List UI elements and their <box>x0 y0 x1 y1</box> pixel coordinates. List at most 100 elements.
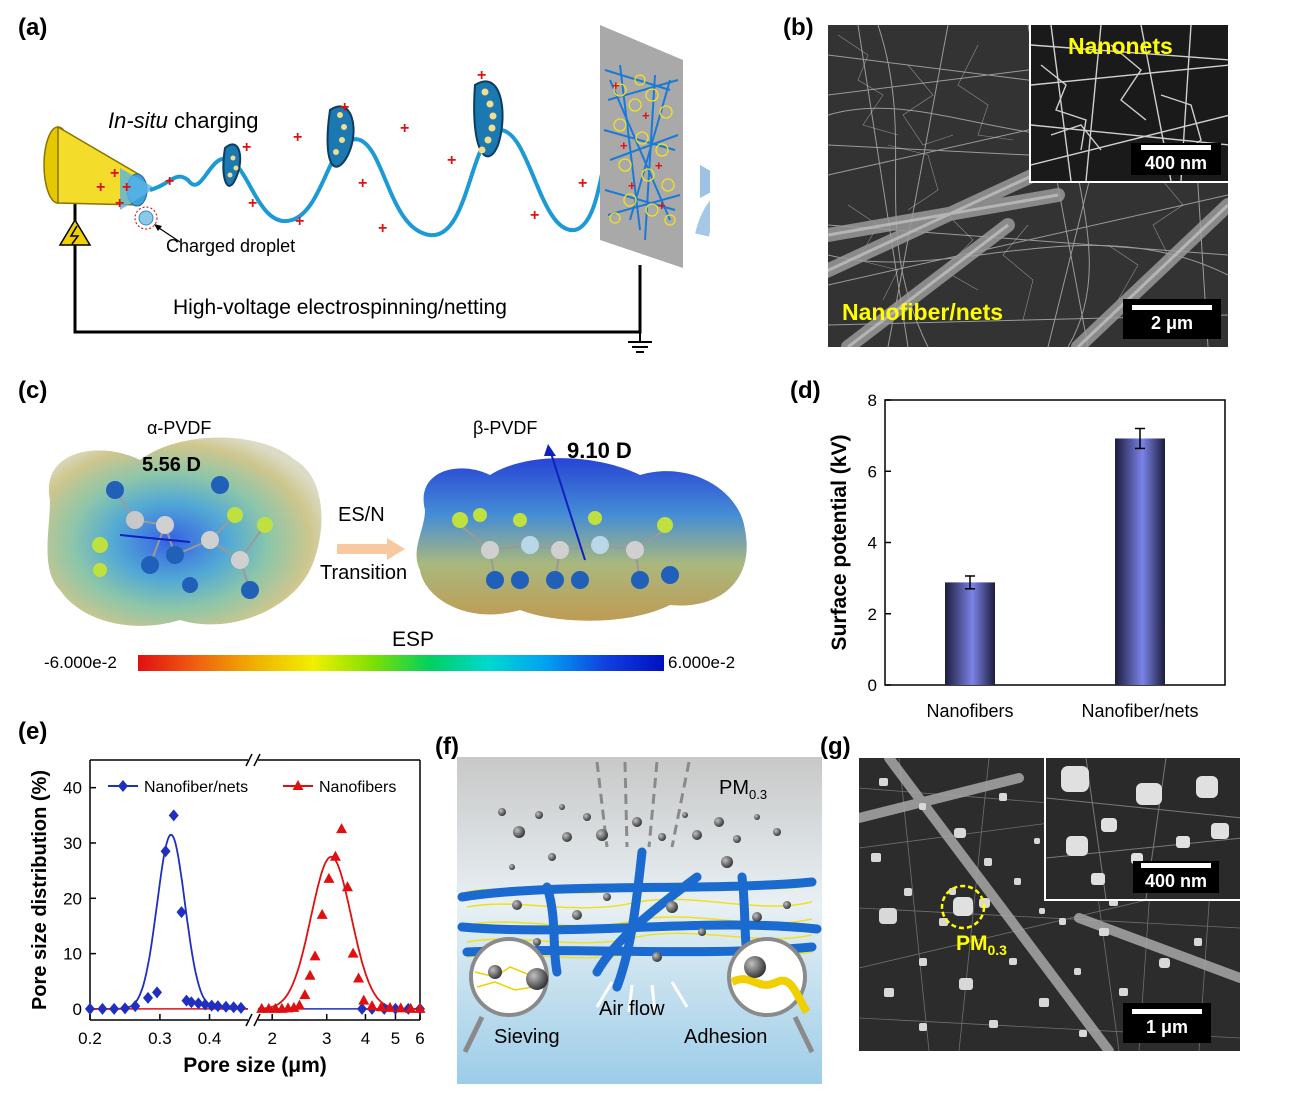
data-point <box>299 989 311 1000</box>
svg-text:+: + <box>642 108 650 123</box>
colorbar-min: -6.000e-2 <box>44 653 117 672</box>
fit-curve <box>258 855 420 1010</box>
data-point <box>309 950 321 961</box>
svg-text:+: + <box>612 78 620 93</box>
svg-text:+: + <box>115 195 124 212</box>
airflow-label: Air flow <box>599 998 665 1020</box>
charged-droplet <box>134 206 158 230</box>
pore-size-distribution-chart: 0 10 20 30 40 0.2 0.3 0.4 2 3 4 5 6 Nanofiber/nets Nan… <box>29 753 426 1077</box>
data-point <box>97 1002 108 1015</box>
data-point <box>358 994 370 1005</box>
sem-image-nanofiber-nets: Nanonets 400 nm Nanofiber/nets 2 μm <box>828 25 1228 347</box>
svg-text:+: + <box>340 99 349 116</box>
legend-label: Nanofiber/nets <box>144 779 248 796</box>
y-tick-label: 10 <box>63 945 82 964</box>
pm-highlight-circle <box>940 884 986 930</box>
g-inset-scale-bar: 400 nm <box>1133 861 1219 893</box>
inset-scale-bar: 400 nm <box>1131 143 1221 175</box>
data-point <box>200 998 211 1011</box>
data-point <box>168 809 179 822</box>
plot-frame <box>884 399 1226 686</box>
y-tick-label: 30 <box>63 834 82 853</box>
svg-text:+: + <box>400 120 409 137</box>
data-point <box>160 845 171 858</box>
panel-d-label: (d) <box>790 377 821 404</box>
sieving-label: Sieving <box>494 1026 560 1048</box>
y-tick-label: 2 <box>868 605 877 624</box>
data-point <box>414 1002 426 1013</box>
data-point <box>316 908 328 919</box>
nanofiber-nets-label: Nanofiber/nets <box>842 299 1004 325</box>
pm-particles-sem <box>871 778 1202 1037</box>
data-point <box>329 850 341 861</box>
x-tick-label: 0.4 <box>198 1029 222 1048</box>
nanofiber-layer <box>457 847 822 992</box>
beta-pvdf-name: β-PVDF <box>473 418 538 438</box>
transition-bottom-label: Transition <box>320 562 408 584</box>
data-point <box>256 1002 268 1013</box>
svg-text:+: + <box>122 179 131 196</box>
collector-screen: + + + + + + <box>600 25 683 268</box>
data-point <box>176 906 187 919</box>
svg-text:+: + <box>620 138 628 153</box>
y-tick-label: 0 <box>73 1000 82 1019</box>
svg-text:+: + <box>295 213 304 230</box>
data-point <box>212 1000 223 1013</box>
data-point <box>353 972 365 983</box>
axis-break <box>245 753 253 767</box>
data-point <box>395 1002 407 1013</box>
transition-top-label: ES/N <box>338 504 385 526</box>
colorbar-title: ESP <box>392 628 435 651</box>
airflow-arrows <box>595 981 689 1013</box>
beta-atoms <box>452 444 679 589</box>
panel-b-label: (b) <box>783 14 814 41</box>
data-point <box>85 1002 95 1015</box>
svg-text:+: + <box>378 220 387 237</box>
ground-icon <box>628 332 652 353</box>
filtration-mechanism-schematic <box>457 757 822 1084</box>
surface-potential-chart: 0 2 4 6 8 Nanofibers Nanofiber/nets Surface pot… <box>828 391 1226 721</box>
data-point <box>341 881 353 892</box>
x-tick-label: 2 <box>267 1029 276 1048</box>
circuit-wire <box>73 200 642 334</box>
data-point <box>109 1002 120 1015</box>
data-point <box>206 999 217 1012</box>
insitu-charging-text: In-situ charging <box>108 108 259 133</box>
pm03-label-g: PM0.3 <box>956 932 1007 959</box>
x-tick-label: Nanofibers <box>926 701 1013 721</box>
jet-segment <box>222 143 242 187</box>
data-point <box>228 1001 239 1014</box>
legend-label: Nanofibers <box>319 779 396 796</box>
alpha-pvdf-name: α-PVDF <box>147 418 212 438</box>
bar <box>1115 438 1165 685</box>
data-point <box>119 1002 130 1015</box>
colorbar-max: 6.000e-2 <box>668 653 736 672</box>
pm03-label-f: PM0.3 <box>719 777 768 802</box>
data-point <box>235 1001 246 1014</box>
data-point <box>293 999 305 1010</box>
data-point <box>384 1001 396 1012</box>
svg-text:+: + <box>358 175 367 192</box>
charged-droplet-label: Charged droplet <box>166 236 296 256</box>
data-point <box>357 1002 368 1015</box>
jet-segment <box>473 80 504 158</box>
esp-molecule-maps <box>47 437 747 626</box>
svg-text:+: + <box>530 207 539 224</box>
data-point <box>152 986 163 999</box>
beta-esp-surface <box>416 458 747 621</box>
data-point <box>336 823 348 834</box>
axis-break <box>253 753 261 767</box>
process-label: High-voltage electrospinning/netting <box>173 296 507 319</box>
panel-c-label: (c) <box>18 377 48 404</box>
bar <box>945 582 995 685</box>
data-point <box>347 947 359 958</box>
charge-plus-signs: +++ +++ +++ +++ +++ ++ <box>96 67 587 237</box>
esp-colorbar <box>138 655 664 671</box>
trapped-particles <box>512 893 791 962</box>
svg-text:+: + <box>578 175 587 192</box>
x-tick-label: 4 <box>361 1029 370 1048</box>
g-main-scale-bar: 1 μm <box>1123 1003 1211 1043</box>
panel-g-label: (g) <box>820 733 851 760</box>
pm-particles <box>498 804 781 870</box>
adhesion-magnifier <box>727 937 815 1054</box>
